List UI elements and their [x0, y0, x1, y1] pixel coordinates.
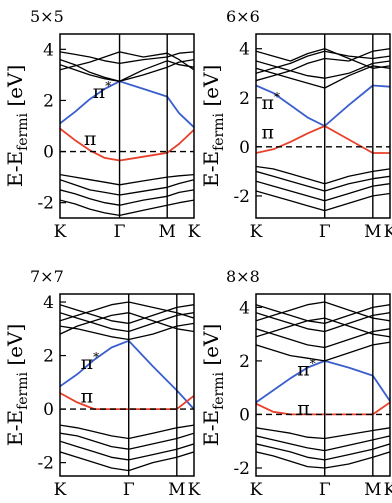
plot-frame [59, 293, 195, 477]
band-line [60, 312, 194, 333]
band-line [256, 60, 390, 79]
plot-frame [255, 33, 391, 219]
y-tick-label: 0 [239, 405, 250, 425]
pi-label: π [297, 397, 310, 419]
panel-title: 7×7 [30, 267, 64, 286]
panel-title: 8×8 [226, 267, 260, 286]
band-line [256, 190, 390, 212]
x-tick-label: M [158, 222, 175, 242]
band-line [256, 180, 390, 202]
pi-star-band [60, 80, 194, 128]
y-tick-label: 2 [239, 352, 250, 372]
y-tick-label: 4 [43, 293, 54, 313]
band-line [60, 312, 194, 335]
band-line [256, 435, 390, 452]
pi-star-band [256, 84, 390, 127]
band-line [256, 170, 390, 192]
y-tick-label: 0 [239, 138, 250, 158]
pi-star-label: π* [297, 357, 316, 381]
band-line [256, 50, 390, 74]
band-line [60, 173, 194, 186]
pi-star-band [256, 360, 390, 404]
band-line [256, 341, 390, 362]
y-tick-label: 4 [239, 298, 250, 318]
bands [256, 48, 390, 212]
band-line [60, 451, 194, 472]
band-line [60, 179, 194, 196]
y-tick-label: 2 [43, 347, 54, 367]
y-tick-label: -2 [37, 194, 54, 214]
band-line [256, 317, 390, 338]
x-tick-label: K [384, 222, 392, 242]
y-tick-label: -2 [233, 459, 250, 479]
x-tick-label: K [250, 222, 263, 242]
bands [256, 301, 390, 469]
band-line [256, 48, 390, 69]
pi-star-label: π* [93, 79, 112, 103]
band-line [256, 443, 390, 461]
x-tick-label: M [364, 480, 381, 500]
band-line [256, 304, 390, 325]
x-tick-label: Γ [319, 480, 331, 500]
pi-band [60, 127, 194, 162]
band-line [256, 427, 390, 440]
band-line [256, 165, 390, 185]
x-tick-label: M [168, 480, 185, 500]
y-tick-label: -2 [37, 454, 54, 474]
x-tick-label: K [384, 480, 392, 500]
band-line [60, 440, 194, 461]
y-tick-label: 2 [43, 91, 54, 111]
x-tick-label: Γ [123, 480, 135, 500]
plot-frame [59, 33, 195, 219]
pi-label: π [84, 128, 97, 150]
band-line [256, 48, 390, 82]
y-tick-label: -2 [233, 187, 250, 207]
panel-title: 5×5 [30, 7, 64, 26]
x-tick-label: M [364, 222, 381, 242]
y-tick-label: 0 [43, 400, 54, 420]
panel-title: 6×6 [226, 7, 260, 26]
y-tick-label: 4 [239, 40, 250, 60]
band-line [256, 312, 390, 333]
pi-label: π [81, 385, 94, 407]
band-line [256, 301, 390, 322]
y-axis-label: E-Efermi [eV] [3, 65, 31, 188]
pi-star-band [60, 339, 194, 410]
pi-band [256, 401, 390, 416]
x-tick-label: K [250, 480, 263, 500]
band-line [60, 304, 194, 325]
band-line [60, 199, 194, 217]
x-tick-label: K [188, 222, 201, 242]
band-line [60, 424, 194, 440]
y-tick-label: 2 [239, 89, 250, 109]
y-tick-label: 4 [43, 40, 54, 60]
x-tick-label: Γ [319, 222, 331, 242]
band-line [60, 189, 194, 206]
band-line [60, 432, 194, 450]
band-line [60, 301, 194, 322]
x-tick-label: K [188, 480, 201, 500]
y-axis-label: E-Efermi [eV] [199, 324, 227, 447]
pi-star-label: π* [261, 90, 280, 114]
plot-frame [255, 293, 391, 477]
y-tick-label: 0 [43, 143, 54, 163]
pi-star-label: π* [81, 350, 100, 374]
y-axis-label: E-Efermi [eV] [3, 324, 31, 447]
x-tick-label: K [54, 480, 67, 500]
pi-band [256, 125, 390, 154]
x-tick-label: Γ [114, 222, 126, 242]
band-line [256, 451, 390, 469]
y-axis-label: E-Efermi [eV] [199, 65, 227, 188]
x-tick-label: K [54, 222, 67, 242]
bands [60, 51, 194, 217]
band-line [256, 65, 390, 89]
pi-label: π [261, 121, 274, 143]
